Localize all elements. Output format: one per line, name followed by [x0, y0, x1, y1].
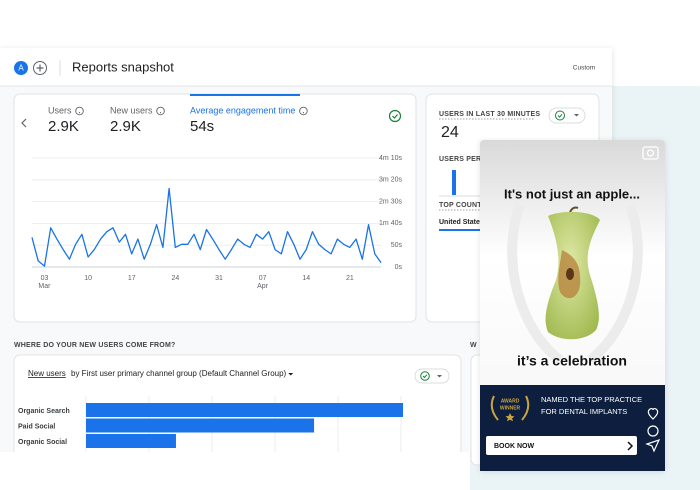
- chevron: [627, 441, 634, 451]
- x-tick-label: 21: [346, 275, 354, 282]
- y-tick-label: 50s: [391, 242, 403, 249]
- realtime-value: 24: [441, 124, 459, 141]
- comment-icon[interactable]: [647, 425, 659, 437]
- custom-chip[interactable]: Custom: [573, 65, 595, 72]
- per-minute-title: USERS PER M: [439, 156, 489, 163]
- selected-tab: [190, 94, 300, 96]
- badge-line: AWARD: [501, 398, 520, 404]
- top-countries-title: TOP COUNT: [439, 202, 482, 209]
- bar: [86, 434, 176, 448]
- prev-arrow[interactable]: [21, 118, 27, 128]
- ad-tagline: it’s a celebration: [517, 353, 627, 369]
- status-icon: [555, 110, 565, 121]
- tooth-watermark: [507, 203, 643, 364]
- metric-label: New users: [110, 105, 153, 115]
- metric-value: 2.9K: [110, 118, 141, 135]
- metric-value: 54s: [190, 118, 214, 135]
- ad-footer: [480, 385, 665, 471]
- star: [505, 413, 515, 422]
- x-tick-month: Apr: [257, 283, 269, 290]
- metric-label: Average engagement time: [190, 105, 295, 115]
- x-tick-label: 24: [171, 275, 179, 282]
- x-tick-label: 14: [302, 275, 310, 282]
- caret: [574, 114, 579, 117]
- compare-dropdown[interactable]: [548, 107, 586, 124]
- apple-stem: [569, 206, 579, 213]
- bar-label: Organic Search: [18, 408, 70, 415]
- dropdown-metric[interactable]: New users: [28, 369, 66, 378]
- y-tick-label: 0s: [395, 264, 403, 271]
- laurel: [490, 395, 530, 421]
- help-dot: [78, 112, 81, 114]
- page-bottom: [0, 452, 470, 490]
- avatar-letter: A: [18, 64, 24, 73]
- x-tick-label: 31: [215, 275, 223, 282]
- compare-dropdown[interactable]: [414, 368, 450, 384]
- camera-lens: [646, 149, 655, 157]
- add-button[interactable]: [33, 61, 47, 75]
- minute-bar: [452, 170, 456, 195]
- top-bar: [0, 48, 612, 86]
- country-label: United States: [439, 219, 484, 226]
- help-icon: [156, 106, 165, 116]
- help-dot: [159, 112, 162, 114]
- check-icon: [392, 114, 398, 119]
- seed: [566, 268, 574, 280]
- x-tick-label: 07: [259, 275, 267, 282]
- x-tick-label: 17: [128, 275, 136, 282]
- badge-line: WINNER: [500, 405, 521, 411]
- page-title: Reports snapshot: [72, 59, 174, 74]
- bar: [86, 418, 315, 433]
- book-button-label: BOOK NOW: [494, 443, 534, 450]
- metric-value: 2.9K: [48, 118, 79, 135]
- plus-icon: [36, 64, 44, 72]
- camera-icon[interactable]: [642, 146, 659, 160]
- bar-label: Organic Social: [18, 439, 67, 446]
- country-bar: [439, 229, 481, 231]
- check-icon: [557, 113, 563, 118]
- metric-label: Users: [48, 105, 72, 115]
- help-icon: [299, 106, 308, 116]
- y-tick-label: 4m 10s: [379, 155, 402, 162]
- book-button[interactable]: [486, 436, 637, 455]
- y-tick-label: 2m 30s: [379, 198, 402, 205]
- avatar[interactable]: [14, 61, 28, 75]
- help-icon: [75, 106, 84, 116]
- caret: [288, 373, 294, 376]
- caret: [437, 375, 442, 378]
- dropdown-dimension[interactable]: by First user primary channel group (Def…: [71, 369, 287, 378]
- help-dot: [302, 112, 305, 114]
- status-icon: [388, 109, 402, 123]
- x-tick-label: 10: [84, 275, 92, 282]
- ad-card: It's not just an apple... it’s a celebra…: [480, 140, 665, 471]
- x-tick-label: 03: [41, 275, 49, 282]
- engagement-line: [31, 187, 382, 267]
- award-text: FOR DENTAL IMPLANTS: [541, 407, 627, 416]
- award-text: NAMED THE TOP PRACTICE: [541, 395, 642, 404]
- y-tick-label: 3m 20s: [379, 177, 402, 184]
- section-title: W: [470, 342, 477, 349]
- y-tick-label: 1m 40s: [379, 220, 402, 227]
- status-icon: [420, 371, 430, 381]
- check-icon: [422, 374, 428, 379]
- bar: [86, 403, 404, 417]
- share-icon[interactable]: [645, 438, 661, 453]
- like-icon[interactable]: [647, 407, 659, 420]
- section-title: WHERE DO YOUR NEW USERS COME FROM?: [14, 342, 175, 349]
- x-tick-month: Mar: [38, 283, 51, 290]
- bar-label: Paid Social: [18, 423, 55, 430]
- ad-headline: It's not just an apple...: [504, 186, 640, 201]
- realtime-title: USERS IN LAST 30 MINUTES: [439, 111, 540, 118]
